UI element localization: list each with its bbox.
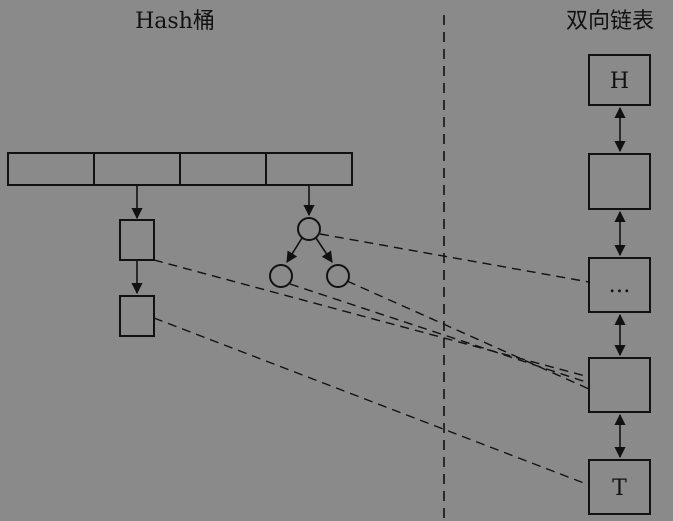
tree-root-node	[297, 217, 321, 241]
list-node-2	[588, 153, 651, 210]
list-node-3-label: …	[609, 273, 631, 298]
chain-node-2	[119, 295, 155, 337]
doubly-linked-list: H … T	[588, 54, 651, 515]
ref-chain-node-1-to-list-node-4	[153, 259, 590, 378]
ref-chain-node-2-to-list-tail	[153, 317, 590, 486]
hash-bucket-array	[7, 152, 353, 186]
bucket-cell-2	[93, 152, 181, 186]
ref-tree-right-to-list-node-4	[346, 280, 590, 390]
bucket-cell-3	[179, 152, 267, 186]
tree-right-arrow	[315, 237, 333, 263]
ref-tree-left-to-list-node-4	[289, 283, 590, 384]
hash-bucket-title: Hash桶	[135, 9, 215, 34]
ref-tree-root-to-list-node-3	[319, 233, 590, 283]
list-node-tail	[588, 459, 651, 515]
list-node-4	[588, 357, 651, 413]
list-node-3	[588, 257, 651, 313]
list-node-tail-label: T	[612, 476, 627, 501]
tree-right-node	[326, 264, 350, 288]
tree-left-node	[269, 264, 293, 288]
chain-node-1	[119, 219, 155, 261]
doubly-linked-list-title: 双向链表	[566, 9, 654, 34]
list-node-head	[588, 54, 651, 106]
bucket-cell-1	[7, 152, 95, 186]
tree-left-arrow	[286, 237, 303, 263]
list-node-head-label: H	[610, 69, 629, 94]
bucket-cell-4	[265, 152, 353, 186]
